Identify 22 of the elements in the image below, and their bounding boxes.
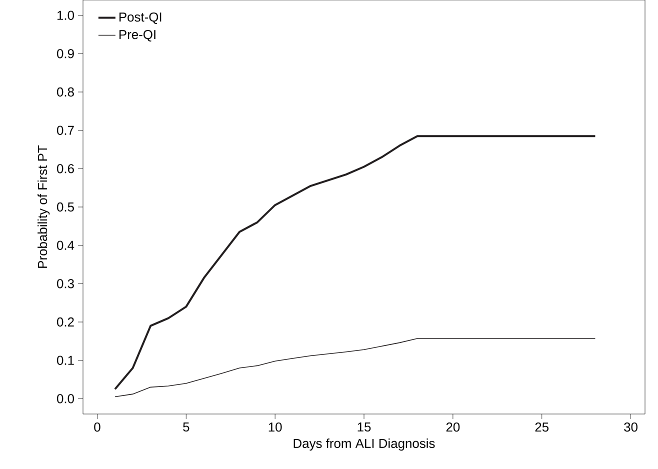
y-tick-label: 0.0 [56, 394, 74, 404]
x-tick-label: 10 [268, 422, 282, 432]
legend-label: Post-QI [119, 12, 162, 24]
y-tick-label: 1.0 [57, 10, 74, 20]
y-axis-title: Probability of First PT [38, 145, 50, 268]
y-tick-label: 0.5 [56, 202, 74, 212]
x-tick-label: 30 [624, 422, 638, 432]
y-tick-label: 0.8 [56, 87, 74, 97]
x-tick-label: 0 [94, 422, 100, 432]
y-tick-label: 0.6 [56, 164, 74, 174]
x-tick-label: 15 [358, 422, 371, 432]
x-tick-label: 20 [446, 422, 460, 432]
x-tick-label: 25 [535, 422, 549, 432]
y-tick-label: 0.1 [56, 356, 74, 365]
y-tick-label: 0.7 [56, 126, 74, 135]
y-tick-label: 0.2 [56, 317, 74, 327]
y-tick-label: 0.4 [56, 240, 74, 250]
y-tick-label: 0.3 [56, 279, 74, 288]
y-tick-label: 0.9 [56, 49, 74, 58]
x-tick-label: 5 [183, 422, 190, 432]
x-axis-title: Days from ALI Diagnosis [294, 438, 435, 451]
legend-label: Pre-QI [119, 30, 156, 42]
